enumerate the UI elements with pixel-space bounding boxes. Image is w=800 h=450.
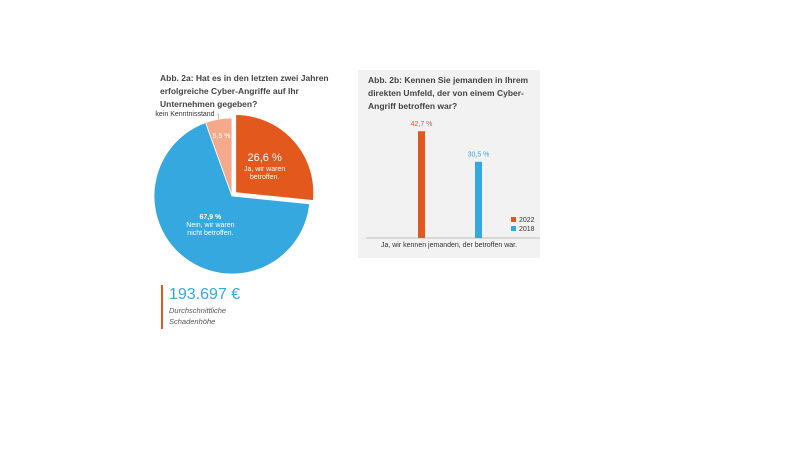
value-label: 26,6 % — [247, 152, 282, 165]
category-label-box: Ja, wir waren betroffen. — [244, 166, 286, 182]
value-label: 5,5 % — [213, 133, 231, 140]
pie-slice — [153, 122, 311, 275]
legend-label: 2018 — [519, 226, 535, 233]
legend-swatch — [511, 226, 516, 231]
chart-title: Abb. 2b: Kennen Sie jemanden in Ihrem di… — [368, 75, 529, 111]
category-label: Nein, wir waren nicht betroffen. — [186, 221, 235, 237]
bar — [418, 131, 425, 238]
kpi-value: 193.697 € — [169, 286, 241, 303]
category-label: kein Kenntnisstand — [155, 111, 214, 118]
value-label: 67,9 % — [199, 213, 222, 221]
x-tick-label: Ja, wir kennen jemanden, der betroffen w… — [381, 242, 517, 249]
kpi: 193.697 € Durchschnittliche Schadenhöhe — [161, 285, 240, 329]
pie-slice — [235, 114, 315, 201]
category-label: Ja, wir waren betroffen. — [244, 166, 286, 182]
leader-line — [216, 113, 219, 120]
panel — [358, 70, 540, 258]
value-label: 42,7 % — [411, 121, 433, 128]
legend-swatch — [511, 217, 516, 222]
value-label-box: 67,9 % — [199, 213, 222, 221]
bar — [475, 161, 482, 238]
category-label-box: Nein, wir waren nicht betroffen. — [186, 221, 235, 237]
kpi-caption: Durchschnittliche Schadenhöhe — [169, 306, 227, 326]
chart-title: Abb. 2a: Hat es in den letzten zwei Jahr… — [160, 73, 329, 109]
value-label: 30,5 % — [468, 152, 490, 159]
value-label-box: 26,6 % — [247, 152, 282, 165]
legend-label: 2022 — [519, 217, 535, 224]
